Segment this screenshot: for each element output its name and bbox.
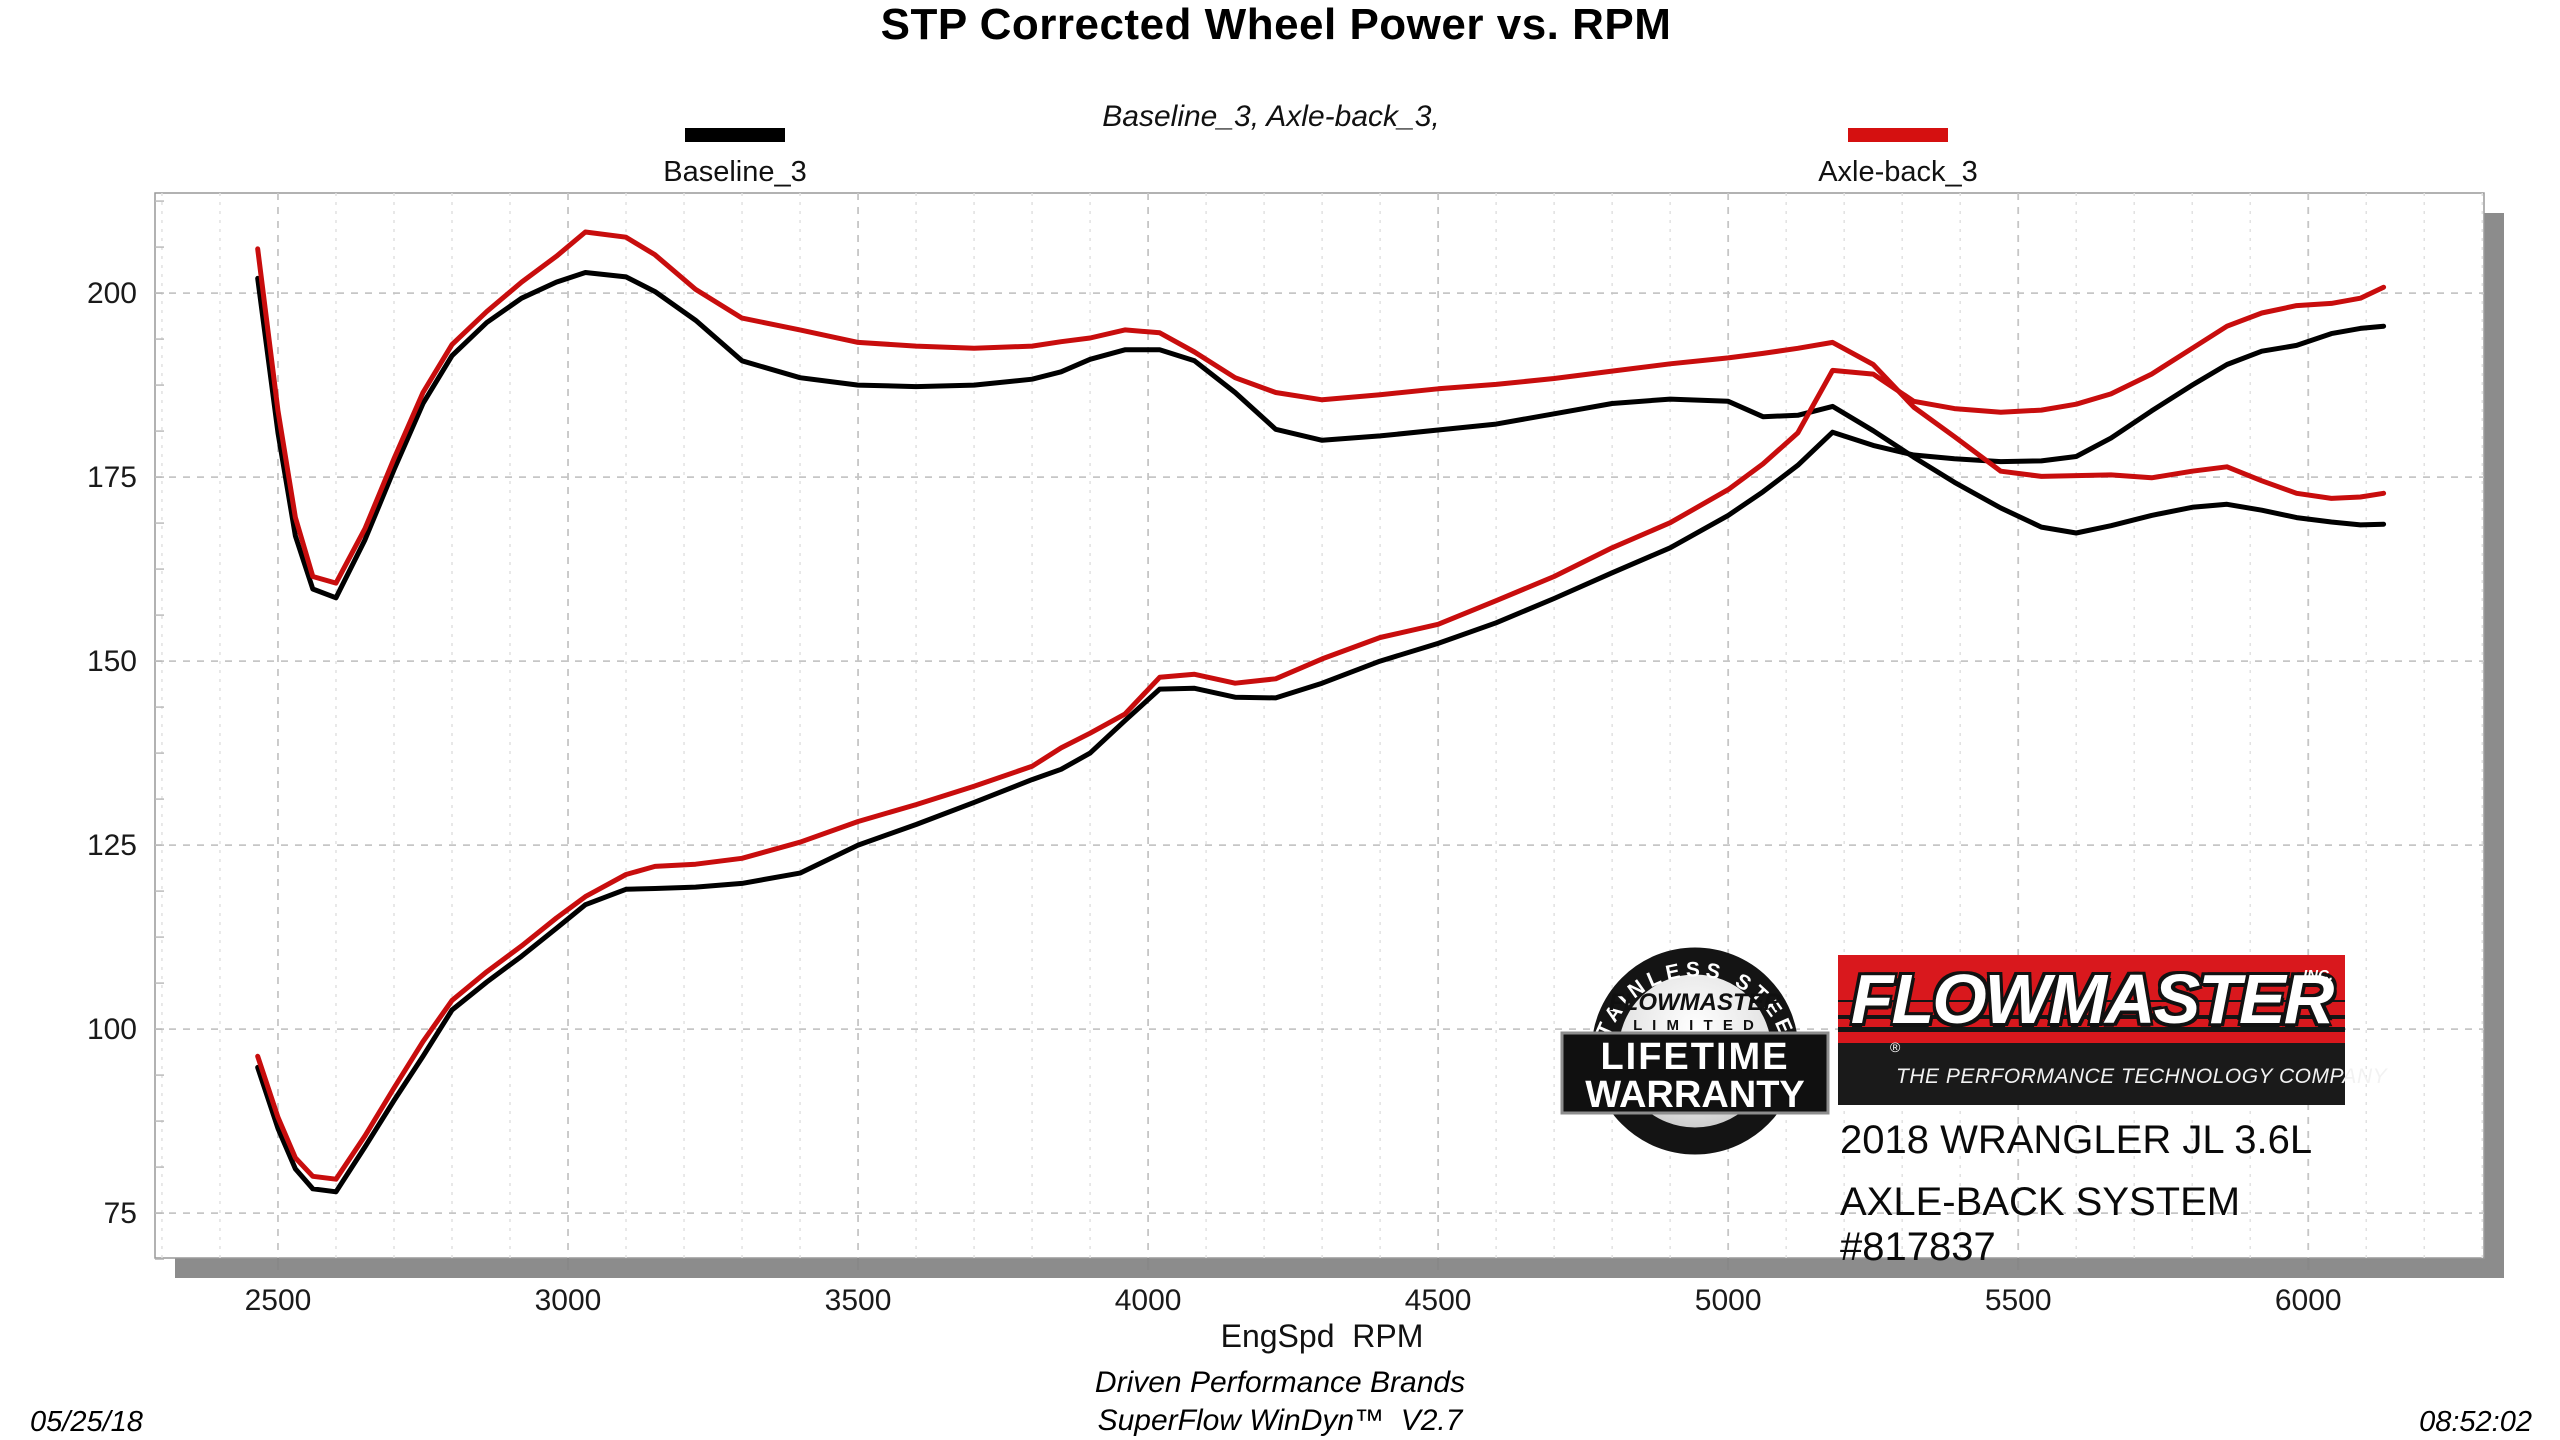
badge-lifetime-text: LIFETIME — [1600, 1036, 1789, 1078]
curve-baseline-3-power — [255, 323, 2387, 1195]
y-tick-label: 200 — [87, 277, 137, 310]
report-time: 08:52:02 — [2419, 1406, 2532, 1438]
report-date: 05/25/18 — [30, 1406, 143, 1438]
warranty-badge: STAINLESS STEEL FLOWMASTER L I M I T E D… — [1560, 947, 1830, 1155]
x-tick-label: 6000 — [2275, 1284, 2342, 1317]
y-tick-label: 175 — [87, 461, 137, 494]
x-tick-label: 3500 — [825, 1284, 892, 1317]
x-tick-label: 2500 — [245, 1284, 312, 1317]
legend-item-axleback: Axle-back_3 — [1818, 128, 1978, 189]
y-tick-label: 125 — [87, 829, 137, 862]
baseline-legend-label: Baseline_3 — [663, 156, 807, 188]
y-tick-label: 75 — [104, 1197, 137, 1230]
registered-mark-icon: ® — [1890, 1039, 1901, 1055]
vehicle-title: 2018 WRANGLER JL 3.6L — [1840, 1118, 2313, 1162]
y-tick-label: 150 — [87, 645, 137, 678]
axleback-color-swatch — [1848, 128, 1948, 142]
flowmaster-logo: FLOWMASTER INC. ® THE PERFORMANCE TECHNO… — [1838, 955, 2388, 1105]
y-tick-label: 100 — [87, 1013, 137, 1046]
logo-pinstripe — [1838, 1000, 2345, 1002]
logo-pinstripe — [1838, 1015, 2345, 1019]
legend-item-baseline: Baseline_3 — [655, 128, 815, 189]
logo-black-band — [1838, 1043, 2345, 1105]
baseline-color-swatch — [685, 128, 785, 142]
footer-software-line: SuperFlow WinDyn™ V2.7 — [1097, 1404, 1463, 1437]
badge-warranty-text: WARRANTY — [1585, 1074, 1805, 1116]
x-tick-label: 3000 — [535, 1284, 602, 1317]
badge-brand-text: FLOWMASTER — [1609, 989, 1782, 1016]
x-tick-label: 5500 — [1985, 1284, 2052, 1317]
badge-banner — [1560, 1031, 1830, 1115]
axleback-legend-label: Axle-back_3 — [1818, 156, 1978, 188]
curves-group — [255, 229, 2387, 1195]
flowmaster-wordmark: FLOWMASTER — [1850, 960, 2335, 1038]
logo-tagline: THE PERFORMANCE TECHNOLOGY COMPANY — [1896, 1065, 2388, 1088]
x-tick-label: 4000 — [1115, 1284, 1182, 1317]
curve-baseline-3-torque — [255, 270, 2387, 601]
badge-limited-text: L I M I T E D — [1633, 1017, 1757, 1034]
footer-brand-line: Driven Performance Brands — [1094, 1366, 1466, 1399]
chart-title: STP Corrected Wheel Power vs. RPM — [880, 0, 1672, 49]
x-tick-label: 5000 — [1695, 1284, 1762, 1317]
curve-axle-back-3-torque — [255, 229, 2387, 586]
logo-inc-text: INC. — [2303, 967, 2333, 984]
system-part-number: AXLE-BACK SYSTEM #817837 — [1840, 1180, 2241, 1269]
curve-axle-back-3-power — [255, 284, 2387, 1182]
x-axis-title: EngSpd RPM — [1220, 1318, 1424, 1354]
chart-subtitle: Baseline_3, Axle-back_3, — [1102, 100, 1440, 133]
x-tick-label: 4500 — [1405, 1284, 1472, 1317]
logo-pinstripe — [1838, 1027, 2345, 1032]
